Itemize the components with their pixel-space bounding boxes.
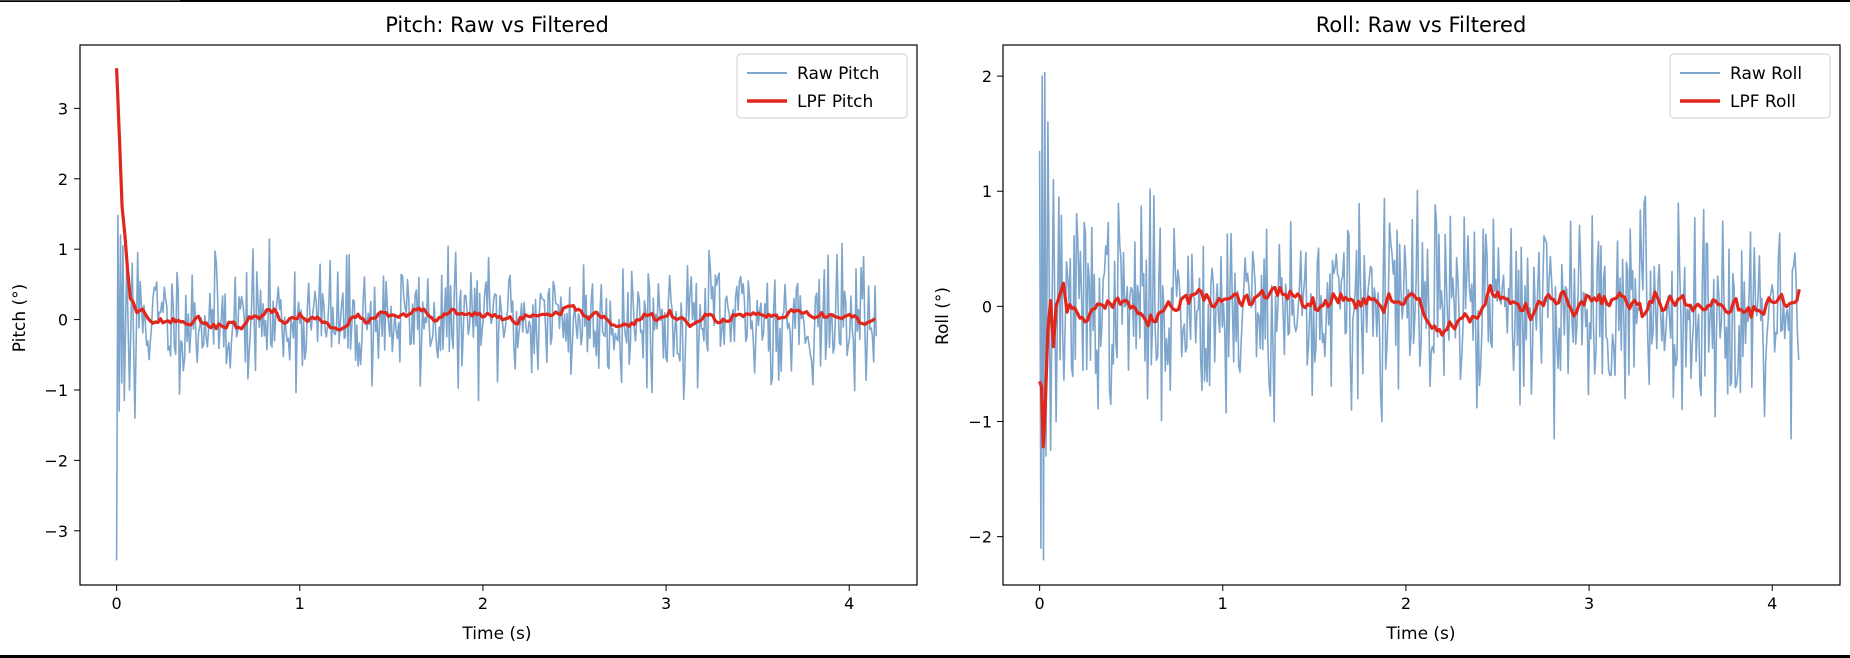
pitch-chart: Pitch: Raw vs Filtered Time (s) Pitch (°…: [10, 13, 918, 644]
roll-axes-frame: [1002, 44, 1841, 586]
pitch-ytick-label: 2: [58, 170, 68, 189]
pitch-ytick-label: −2: [44, 451, 68, 470]
roll-ytick-label: −2: [968, 528, 992, 547]
roll-xtick-label: 4: [1767, 594, 1777, 613]
roll-chart: Roll: Raw vs Filtered Time (s) Roll (°) …: [933, 13, 1841, 644]
roll-chart-title: Roll: Raw vs Filtered: [1316, 13, 1527, 37]
roll-legend: Raw Roll LPF Roll: [1669, 53, 1831, 119]
roll-xtick-label: 1: [1218, 594, 1228, 613]
pitch-series-lpf-line: [115, 68, 876, 332]
roll-legend-label-raw: Raw Roll: [1730, 64, 1802, 84]
pitch-legend-label-raw: Raw Pitch: [797, 64, 880, 84]
roll-xtick-label: 0: [1035, 594, 1045, 613]
pitch-chart-ylabel: Pitch (°): [10, 284, 30, 353]
roll-series-raw-line: [1038, 71, 1800, 561]
roll-plot-area: [1038, 71, 1801, 561]
pitch-series-raw-line: [115, 214, 877, 561]
top-left-notch: [0, 0, 180, 1]
pitch-xtick-label: 0: [112, 594, 122, 613]
pitch-xtick-label: 4: [844, 594, 854, 613]
pitch-legend: Raw Pitch LPF Pitch: [736, 53, 908, 119]
pitch-ytick-label: 3: [58, 99, 68, 118]
pitch-legend-label-lpf: LPF Pitch: [797, 92, 873, 112]
pitch-axes-frame: [79, 44, 918, 586]
pitch-ytick-label: 1: [58, 240, 68, 259]
roll-legend-label-lpf: LPF Roll: [1730, 92, 1796, 112]
roll-xtick-label: 3: [1584, 594, 1594, 613]
bottom-border: [0, 655, 1850, 658]
roll-ytick-label: 2: [982, 67, 992, 86]
roll-xtick-label: 2: [1401, 594, 1411, 613]
roll-ytick-label: 1: [982, 182, 992, 201]
pitch-plot-area: [115, 68, 877, 561]
pitch-xtick-label: 2: [478, 594, 488, 613]
pitch-ytick-label: 0: [58, 311, 68, 330]
pitch-ytick-label: −1: [44, 381, 68, 400]
pitch-chart-title: Pitch: Raw vs Filtered: [385, 13, 609, 37]
roll-series-lpf-line: [1038, 281, 1801, 449]
pitch-xtick-label: 1: [295, 594, 305, 613]
pitch-ytick-label: −3: [44, 522, 68, 541]
roll-chart-ylabel: Roll (°): [933, 287, 953, 345]
roll-chart-xlabel: Time (s): [1385, 624, 1455, 644]
roll-ytick-label: −1: [968, 413, 992, 432]
roll-ytick-label: 0: [982, 297, 992, 316]
pitch-chart-xlabel: Time (s): [461, 624, 531, 644]
top-border: [0, 0, 1850, 2]
pitch-xtick-label: 3: [661, 594, 671, 613]
